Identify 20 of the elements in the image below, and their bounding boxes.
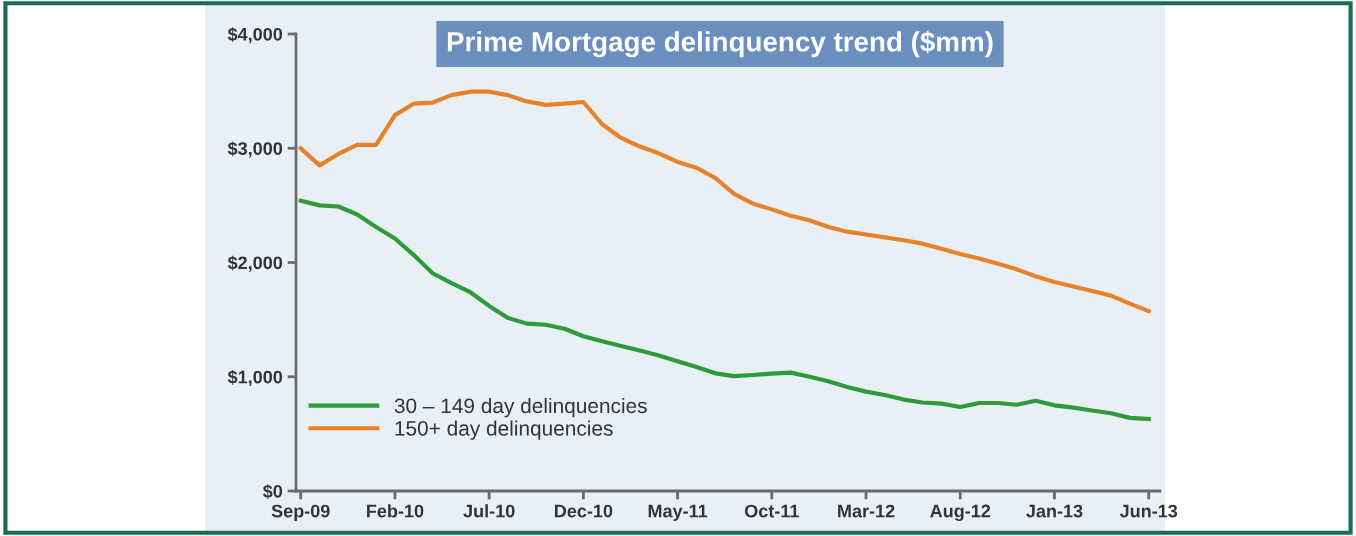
legend-label: 30 – 149 day delinquencies (394, 397, 647, 418)
chart-title: Prime Mortgage delinquency trend ($mm) (447, 30, 993, 58)
x-tick-label: Mar-12 (838, 504, 895, 518)
x-tick-label: Oct-11 (744, 504, 799, 518)
y-tick-label: $1,000 (227, 369, 283, 387)
x-tick-label: Jul-10 (463, 504, 515, 518)
y-tick-label: $0 (262, 484, 283, 499)
y-tick-label: $4,000 (227, 27, 283, 44)
line-series (298, 89, 1151, 314)
x-tick-label: Jan-13 (1026, 504, 1083, 518)
legend-label: 150+ day delinquencies (395, 420, 613, 440)
x-tick-label: May-11 (648, 504, 708, 522)
line-series (298, 198, 1151, 422)
x-tick-label: Sep-09 (271, 504, 330, 522)
x-tick-label: Aug-12 (930, 504, 991, 522)
y-tick-label: $3,000 (227, 141, 283, 158)
x-tick-label: Feb-10 (367, 504, 424, 518)
y-tick-label: $2,000 (227, 255, 283, 272)
x-tick-label: Jun-13 (1119, 504, 1178, 518)
x-tick-label: Dec-10 (554, 504, 613, 518)
